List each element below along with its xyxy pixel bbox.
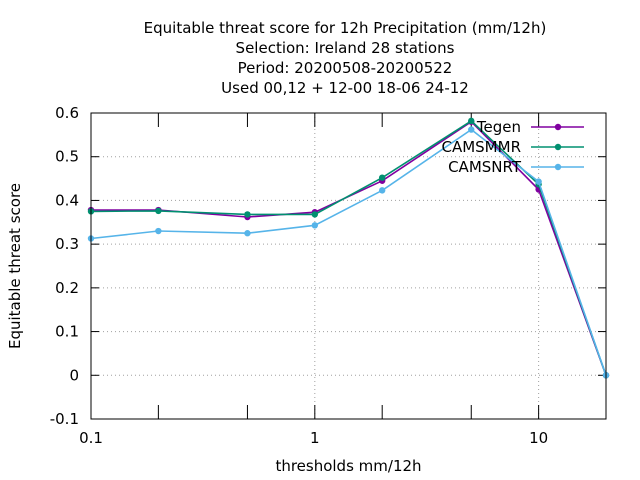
legend-label-camsnrt: CAMSNRT bbox=[448, 158, 522, 176]
data-point-camsnrt bbox=[311, 222, 319, 229]
y-tick-label: 0.4 bbox=[55, 191, 79, 209]
data-point-camsmmr bbox=[311, 211, 319, 218]
legend-marker-tegen bbox=[554, 123, 562, 131]
legend-marker-camsmmr bbox=[554, 143, 562, 151]
data-point-camsnrt bbox=[378, 187, 386, 194]
data-point-camsmmr bbox=[378, 174, 386, 181]
x-tick-label: 1 bbox=[310, 429, 320, 447]
series-line-tegen bbox=[91, 120, 607, 376]
tick-labels: -0.1 0 0.1 0.2 0.3 0.4 0.5 0.6 0.1 1 10 bbox=[50, 104, 548, 447]
series-line-camsnrt bbox=[90, 128, 607, 376]
x-axis-label: thresholds mm/12h bbox=[275, 457, 421, 475]
grid-lines bbox=[91, 113, 606, 419]
legend-label-tegen: Tegen bbox=[476, 118, 521, 136]
plot-frame bbox=[90, 112, 607, 420]
chart-title: Equitable threat score for 12h Precipita… bbox=[144, 19, 547, 97]
y-tick-label: 0.1 bbox=[55, 323, 79, 341]
data-point-camsnrt bbox=[468, 126, 475, 133]
data-point-camsnrt bbox=[155, 227, 162, 235]
title-line-3: Period: 20200508-20200522 bbox=[238, 59, 453, 77]
y-axis-label: Equitable threat score bbox=[6, 183, 24, 349]
y-tick-label: 0.2 bbox=[55, 279, 79, 297]
data-point-camsmmr bbox=[155, 207, 162, 215]
y-tick-label: 0.5 bbox=[55, 148, 79, 166]
y-tick-label: 0 bbox=[69, 366, 79, 384]
legend-marker-camsnrt bbox=[554, 163, 562, 171]
data-point-camsnrt bbox=[244, 230, 251, 237]
y-tick-label: -0.1 bbox=[50, 410, 79, 428]
x-tick-label: 0.1 bbox=[79, 429, 103, 447]
y-tick-label: 0.3 bbox=[55, 235, 79, 253]
series-line-camsmmr bbox=[90, 119, 607, 376]
title-line-1: Equitable threat score for 12h Precipita… bbox=[144, 19, 547, 37]
data-point-camsnrt bbox=[535, 178, 542, 185]
legend: Tegen CAMSMMR CAMSNRT bbox=[441, 118, 584, 176]
data-point-camsmmr bbox=[468, 117, 475, 125]
axis-ticks bbox=[90, 112, 607, 420]
x-tick-label: 10 bbox=[529, 429, 548, 447]
title-line-2: Selection: Ireland 28 stations bbox=[236, 39, 455, 57]
legend-label-camsmmr: CAMSMMR bbox=[441, 138, 521, 156]
y-tick-label: 0.6 bbox=[55, 104, 79, 122]
series-lines bbox=[87, 117, 610, 379]
data-point-camsmmr bbox=[244, 211, 251, 218]
title-line-4: Used 00,12 + 12-00 18-06 24-12 bbox=[221, 79, 469, 97]
